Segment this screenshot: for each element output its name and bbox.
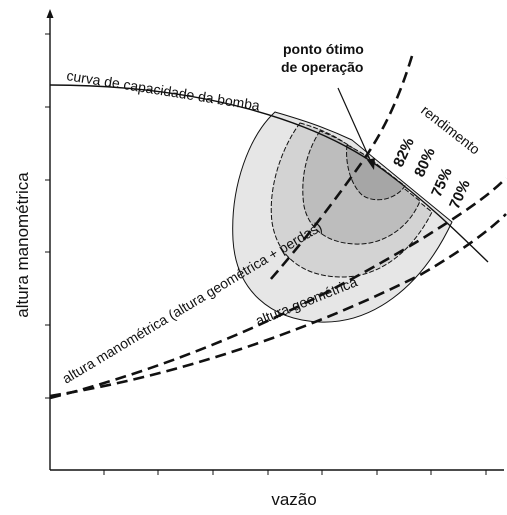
efficiency-region-82: [346, 144, 406, 201]
efficiency-level-82: 82%: [390, 135, 418, 169]
optimum-label-line2: de operação: [281, 59, 363, 75]
axes: [45, 9, 504, 475]
optimum-pointer-head: [367, 158, 375, 170]
geometric-head-curve: [49, 213, 507, 398]
x-axis-label: vazão: [271, 490, 316, 509]
pump-capacity-curve: [49, 84, 489, 263]
optimum-label-line1: ponto ótimo: [283, 41, 364, 57]
system-head-curve: [49, 177, 507, 400]
y-axis-arrow: [46, 9, 54, 18]
efficiency-line: [269, 55, 414, 281]
pump-curve-label: curva de capacidade da bomba: [66, 67, 262, 113]
efficiency-level-80: 80%: [411, 145, 439, 179]
y-axis-label: altura manométrica: [13, 172, 32, 318]
optimum-pointer: [337, 87, 373, 165]
efficiency-regions: [232, 111, 453, 323]
